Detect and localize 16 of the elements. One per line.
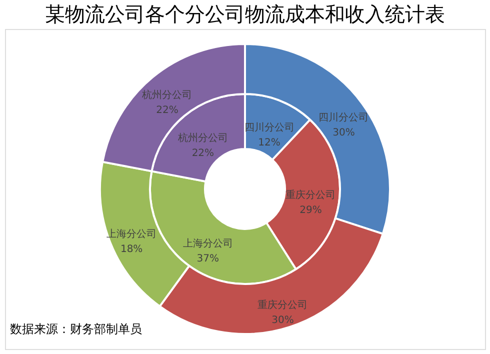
slice-label: 杭州分公司 [176, 132, 228, 144]
data-label: 30% [332, 127, 355, 138]
data-label: 29% [300, 205, 322, 216]
data-label: 22% [192, 148, 214, 160]
data-label: 22% [156, 104, 178, 116]
slice-label: 杭州分公司 [141, 88, 192, 101]
data-label: 18% [120, 244, 143, 255]
chart-title: 某物流公司各个分公司物流成本和收入统计表 [45, 2, 445, 26]
data-label: 30% [272, 315, 294, 326]
slice-label: 重庆分公司 [286, 189, 336, 202]
slice-label: 四川分公司 [318, 111, 369, 124]
category-label: 重庆分公司 [258, 300, 308, 312]
data-label: 12% [258, 138, 280, 149]
slice-label: 上海分公司 [182, 238, 233, 250]
source-note: 数据来源：财务部制单员 [10, 322, 142, 336]
data-label: 37% [196, 254, 220, 265]
